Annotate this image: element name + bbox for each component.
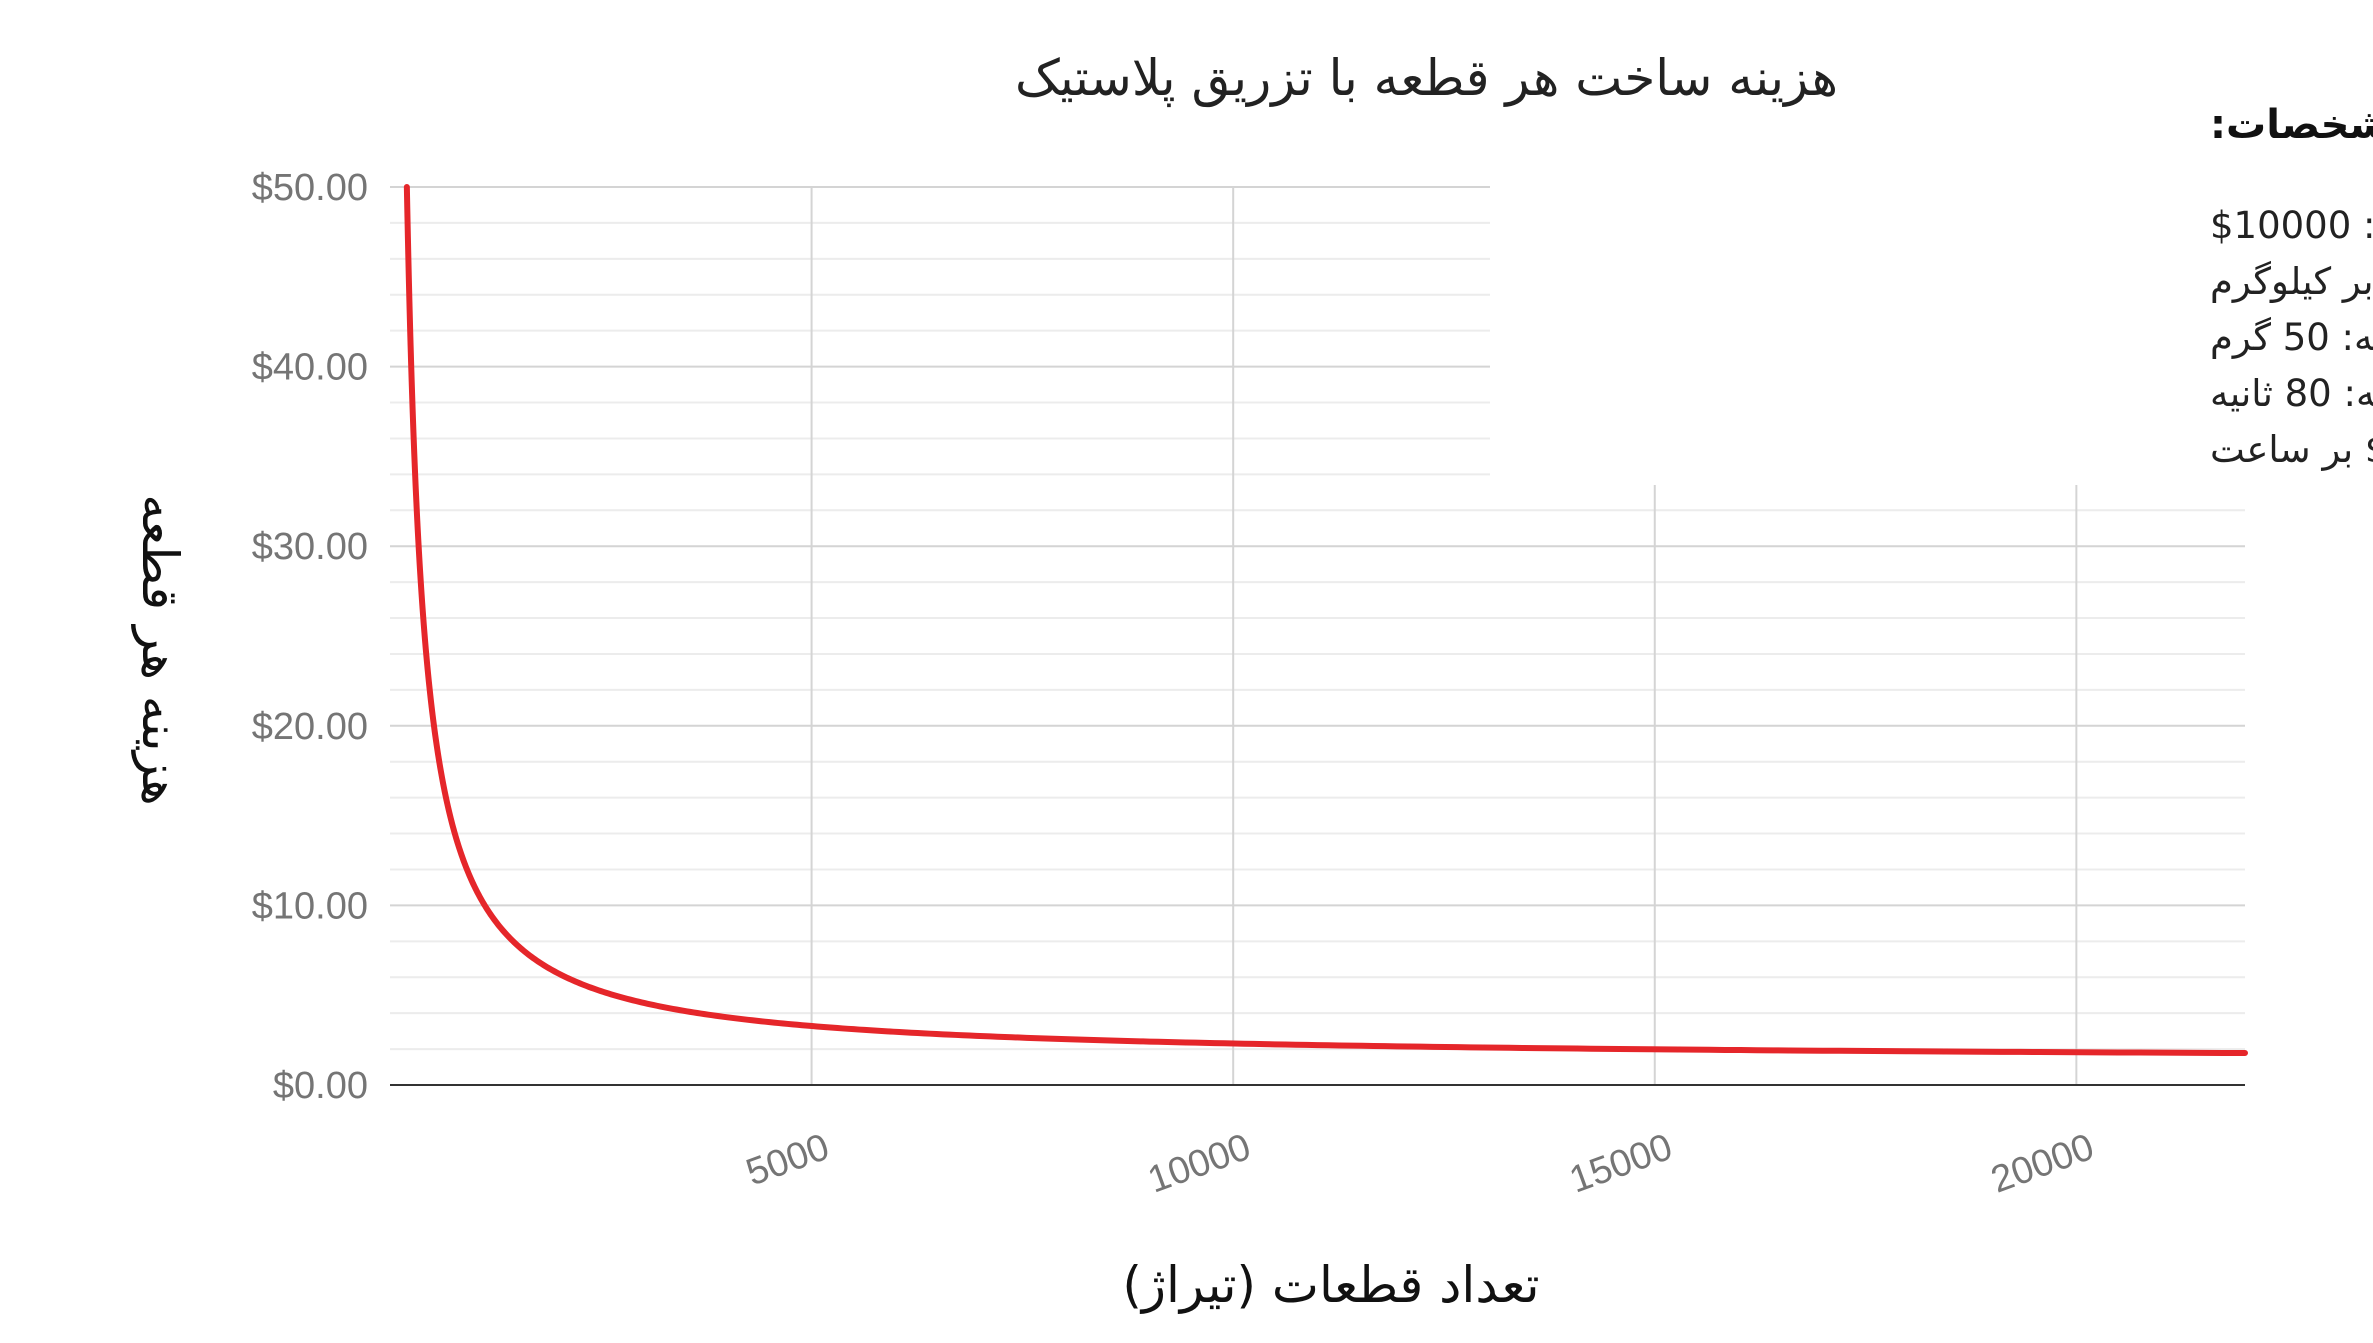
y-tick-label: $40.00 bbox=[252, 347, 368, 389]
series-line bbox=[403, 184, 2248, 1057]
x-tick-label: 5000 bbox=[741, 1126, 835, 1194]
spec-line: هزینه ماشین و نیروی کار: 30$ بر ساعت bbox=[2210, 428, 2373, 471]
y-tick-label: $10.00 bbox=[252, 885, 368, 927]
x-tick-label: 20000 bbox=[1986, 1126, 2100, 1202]
specs-background bbox=[1490, 90, 2250, 485]
x-tick-label: 10000 bbox=[1143, 1126, 1257, 1202]
y-tick-label: $50.00 bbox=[252, 167, 368, 209]
chart-title: هزینه ساخت هر قطعه با تزریق پلاستیک bbox=[1015, 49, 1838, 107]
y-tick-labels: $0.00 $10.00 $20.00 $30.00 $40.00 $50.00 bbox=[252, 167, 368, 1107]
x-tick-label: 15000 bbox=[1564, 1126, 1678, 1202]
x-axis-label: تعداد قطعات (تیراژ) bbox=[1122, 1256, 1539, 1314]
specs-list: هزینه ماشین کاری: 10000$ هزینه مواد اولیه… bbox=[2210, 204, 2373, 471]
spec-line: هزینه ماشین کاری: 10000$ bbox=[2210, 204, 2373, 247]
y-tick-label: $20.00 bbox=[252, 706, 368, 748]
y-tick-label: $0.00 bbox=[273, 1065, 368, 1107]
y-axis-label: هزینه هر قطعه bbox=[131, 494, 189, 805]
spec-line: وزن قطعه: 50 گرم bbox=[2210, 316, 2373, 359]
spec-line: زمان چرخه: 80 ثانیه bbox=[2210, 372, 2373, 415]
x-tick-labels: 5000 10000 15000 20000 bbox=[741, 1126, 2100, 1202]
specs-title: مشخصات: bbox=[2210, 102, 2373, 148]
y-tick-label: $30.00 bbox=[252, 526, 368, 568]
spec-line: هزینه مواد اولیه: 10$ بر کیلوگرم bbox=[2210, 260, 2373, 303]
